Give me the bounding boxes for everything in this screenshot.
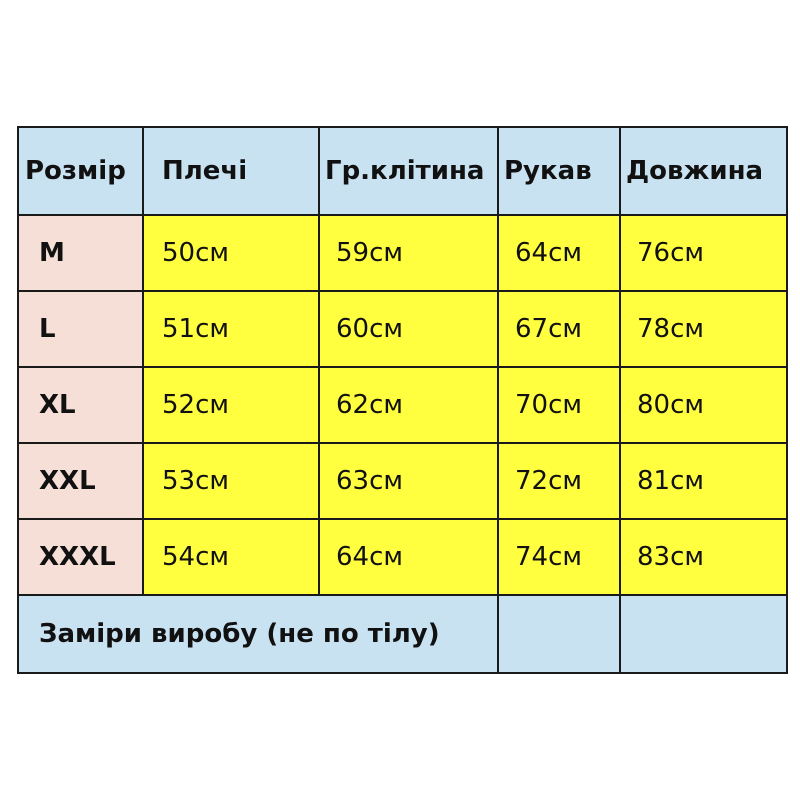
value-cell: 70см: [497, 366, 621, 444]
size-cell: L: [17, 290, 144, 368]
value-cell: 67см: [497, 290, 621, 368]
value-cell: 53см: [142, 442, 320, 520]
table-row: XXL 53см 63см 72см 81см: [17, 442, 788, 520]
size-cell: XXL: [17, 442, 144, 520]
value-cell: 83см: [619, 518, 788, 596]
table-row: L 51см 60см 67см 78см: [17, 290, 788, 368]
size-chart-table: Розмір Плечі Гр.клітина Рукав Довжина M …: [17, 126, 788, 674]
value-cell: 50см: [142, 214, 320, 292]
header-shoulders: Плечі: [142, 126, 320, 216]
size-cell: XL: [17, 366, 144, 444]
size-cell: XXXL: [17, 518, 144, 596]
value-cell: 59см: [318, 214, 499, 292]
header-chest: Гр.клітина: [318, 126, 499, 216]
value-cell: 63см: [318, 442, 499, 520]
table-row: XXXL 54см 64см 74см 83см: [17, 518, 788, 596]
footer-row: Заміри виробу (не по тілу): [17, 594, 788, 674]
value-cell: 62см: [318, 366, 499, 444]
header-row: Розмір Плечі Гр.клітина Рукав Довжина: [17, 126, 788, 216]
value-cell: 81см: [619, 442, 788, 520]
empty-cell: [497, 594, 621, 674]
value-cell: 54см: [142, 518, 320, 596]
header-length: Довжина: [619, 126, 788, 216]
value-cell: 74см: [497, 518, 621, 596]
value-cell: 52см: [142, 366, 320, 444]
size-cell: M: [17, 214, 144, 292]
empty-cell: [619, 594, 788, 674]
value-cell: 72см: [497, 442, 621, 520]
value-cell: 51см: [142, 290, 320, 368]
value-cell: 76см: [619, 214, 788, 292]
value-cell: 64см: [318, 518, 499, 596]
table-row: M 50см 59см 64см 76см: [17, 214, 788, 292]
value-cell: 60см: [318, 290, 499, 368]
header-sleeve: Рукав: [497, 126, 621, 216]
header-size: Розмір: [17, 126, 144, 216]
table-row: XL 52см 62см 70см 80см: [17, 366, 788, 444]
value-cell: 80см: [619, 366, 788, 444]
value-cell: 64см: [497, 214, 621, 292]
value-cell: 78см: [619, 290, 788, 368]
footer-note: Заміри виробу (не по тілу): [17, 594, 499, 674]
